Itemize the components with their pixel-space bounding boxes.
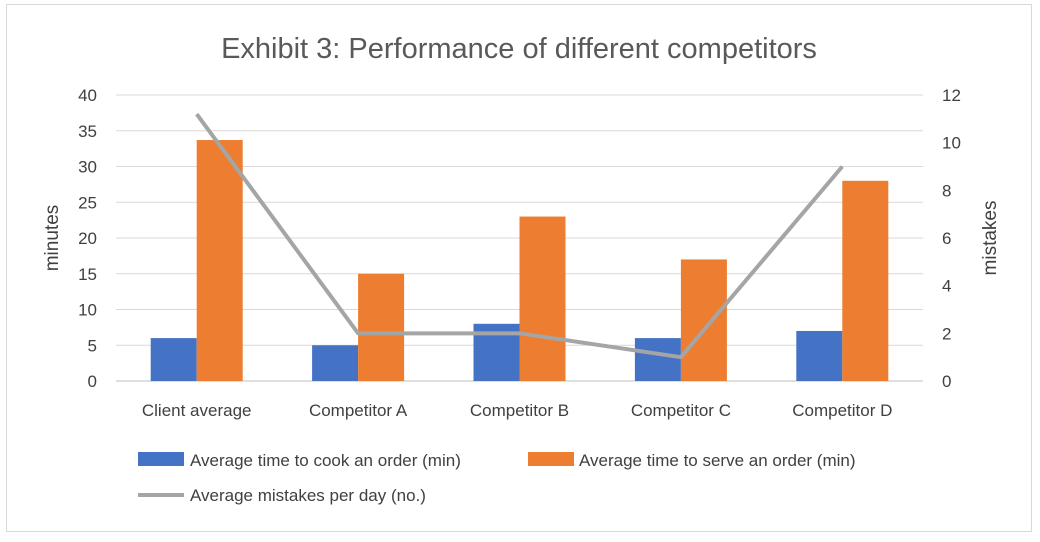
y-tick-label: 10 (78, 301, 97, 320)
x-tick-label: Competitor D (792, 401, 892, 420)
legend-swatch-cook (138, 452, 184, 466)
y-tick-label: 25 (78, 193, 97, 212)
bar-cook (150, 338, 197, 381)
y2-tick-label: 10 (942, 134, 961, 153)
y2-tick-label: 0 (942, 372, 951, 391)
y-axis-title: minutes (42, 205, 63, 272)
legend-label-mistakes: Average mistakes per day (no.) (190, 486, 426, 505)
y2-tick-label: 12 (942, 86, 961, 105)
bar-serve (519, 216, 566, 381)
y-tick-label: 35 (78, 122, 97, 141)
legend: Average time to cook an order (min) Aver… (138, 451, 856, 505)
bar-serve (842, 180, 889, 381)
x-tick-label: Client average (142, 401, 252, 420)
bar-serve (196, 140, 243, 381)
bar-cook (796, 330, 843, 381)
y2-tick-label: 4 (942, 277, 951, 296)
bars (150, 140, 889, 381)
axes: 0 5 10 15 20 25 30 35 40 0 2 4 6 8 10 12 Client average C… (78, 86, 961, 420)
y-tick-label: 20 (78, 229, 97, 248)
y2-tick-label: 8 (942, 181, 951, 200)
legend-label-cook: Average time to cook an order (min) (190, 451, 461, 470)
x-tick-label: Competitor B (470, 401, 569, 420)
y-tick-label: 0 (88, 372, 97, 391)
x-tick-label: Competitor C (631, 401, 731, 420)
y2-axis-title: mistakes (980, 201, 1001, 276)
y2-tick-label: 2 (942, 324, 951, 343)
y-tick-label: 15 (78, 265, 97, 284)
line-series (195, 112, 844, 360)
bar-serve (680, 259, 727, 381)
bar-serve (358, 273, 405, 381)
y2-tick-label: 6 (942, 229, 951, 248)
bar-cook (312, 345, 359, 381)
y-tick-label: 40 (78, 86, 97, 105)
bar-cook (634, 338, 681, 381)
x-tick-label: Competitor A (309, 401, 408, 420)
legend-label-serve: Average time to serve an order (min) (579, 451, 856, 470)
y-tick-label: 30 (78, 158, 97, 177)
grid (116, 94, 923, 382)
legend-swatch-serve (528, 452, 574, 466)
chart-title: Exhibit 3: Performance of different comp… (221, 33, 817, 65)
y-tick-label: 5 (88, 336, 97, 355)
